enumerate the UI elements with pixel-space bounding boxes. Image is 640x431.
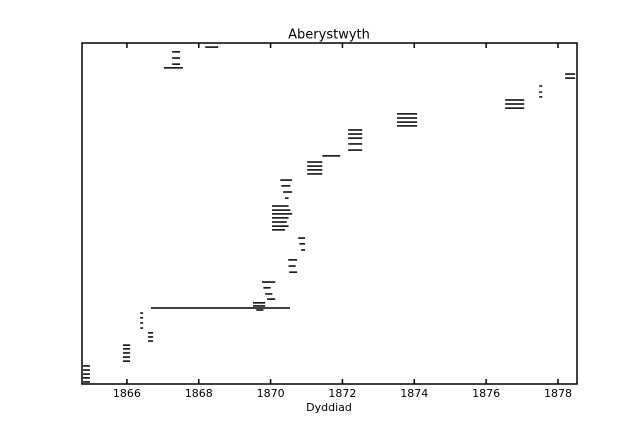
x-tick-label: 1878 <box>544 387 572 400</box>
x-tick-label: 1876 <box>472 387 500 400</box>
x-tick-label: 1874 <box>400 387 428 400</box>
x-axis-label: Dyddiad <box>306 401 352 414</box>
x-tick-label: 1866 <box>113 387 141 400</box>
x-tick-label: 1868 <box>185 387 213 400</box>
chart-title: Aberystwyth <box>288 28 370 43</box>
x-tick-label: 1872 <box>328 387 356 400</box>
x-tick-label: 1870 <box>257 387 285 400</box>
plot-frame <box>81 42 578 385</box>
